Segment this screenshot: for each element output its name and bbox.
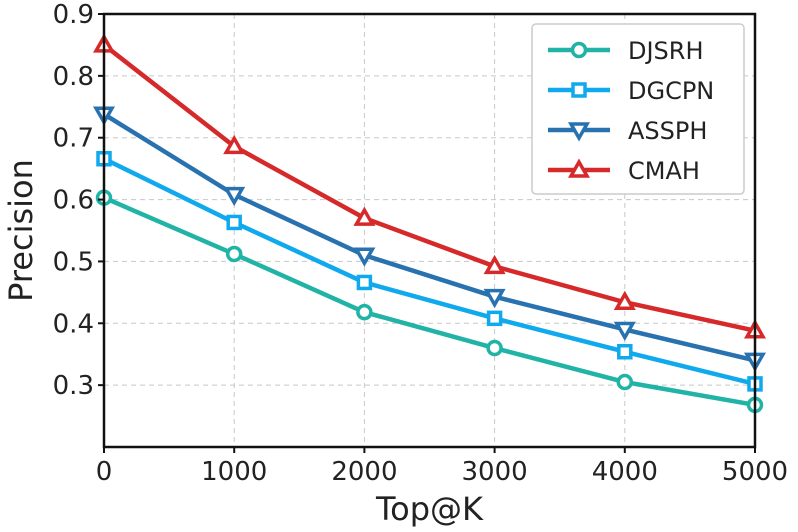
series-djsrh [95,189,764,414]
data-point-marker [356,303,373,321]
data-point-marker [613,290,636,311]
data-point-marker [613,321,636,341]
legend-item: CMAH [548,157,700,185]
series-line [103,156,756,387]
data-point-marker [223,134,246,155]
data-point-marker [223,186,246,207]
y-tick-label: 0.9 [53,0,94,30]
legend-label: ASSPH [628,117,707,145]
series-line [102,112,756,363]
x-tick-label: 2000 [331,457,397,487]
series-line [103,195,756,408]
legend-marker [571,82,587,98]
axis-ticks: 0 1000 2000 3000 4000 5000 0.3 0.4 0.5 0.6 0.7 0.8 0… [53,0,788,487]
legend-marker [567,122,591,142]
data-point-marker [356,274,373,291]
legend-box [531,23,745,195]
data-point-marker [617,343,633,360]
x-axis-label: Top@K [375,490,484,528]
data-point-marker [486,339,503,357]
data-point-marker [226,214,242,231]
data-point-marker [616,373,634,391]
legend-label: DGCPN [628,77,714,105]
y-tick-label: 0.8 [53,62,94,92]
x-tick-label: 0 [96,457,113,487]
legend-marker [567,158,591,178]
data-point-marker [225,245,243,263]
series-line [102,43,756,333]
y-tick-label: 0.6 [53,186,94,216]
data-point-marker [483,288,506,309]
data-point-marker [353,247,376,267]
x-tick-label: 3000 [462,457,528,487]
legend-marker [570,41,588,59]
x-tick-label: 1000 [201,457,267,487]
y-tick-label: 0.5 [53,247,94,277]
data-point-marker [353,206,376,226]
data-point-marker [483,254,506,275]
y-tick-label: 0.7 [53,124,94,154]
legend-item: ASSPH [548,117,707,145]
legend-item: DJSRH [548,37,704,65]
legend-label: DJSRH [628,37,704,65]
data-point-marker [486,310,503,327]
plot-frame [102,12,757,449]
legend-item: DGCPN [548,77,714,105]
y-tick-label: 0.4 [53,309,94,339]
y-axis-label: Precision [2,159,40,302]
y-tick-label: 0.3 [53,371,94,401]
x-tick-label: 5000 [722,457,788,487]
legend-label: CMAH [628,157,700,185]
x-tick-label: 4000 [592,457,658,487]
legend: DJSRH DGCPN ASSPH CMAH [531,23,745,195]
